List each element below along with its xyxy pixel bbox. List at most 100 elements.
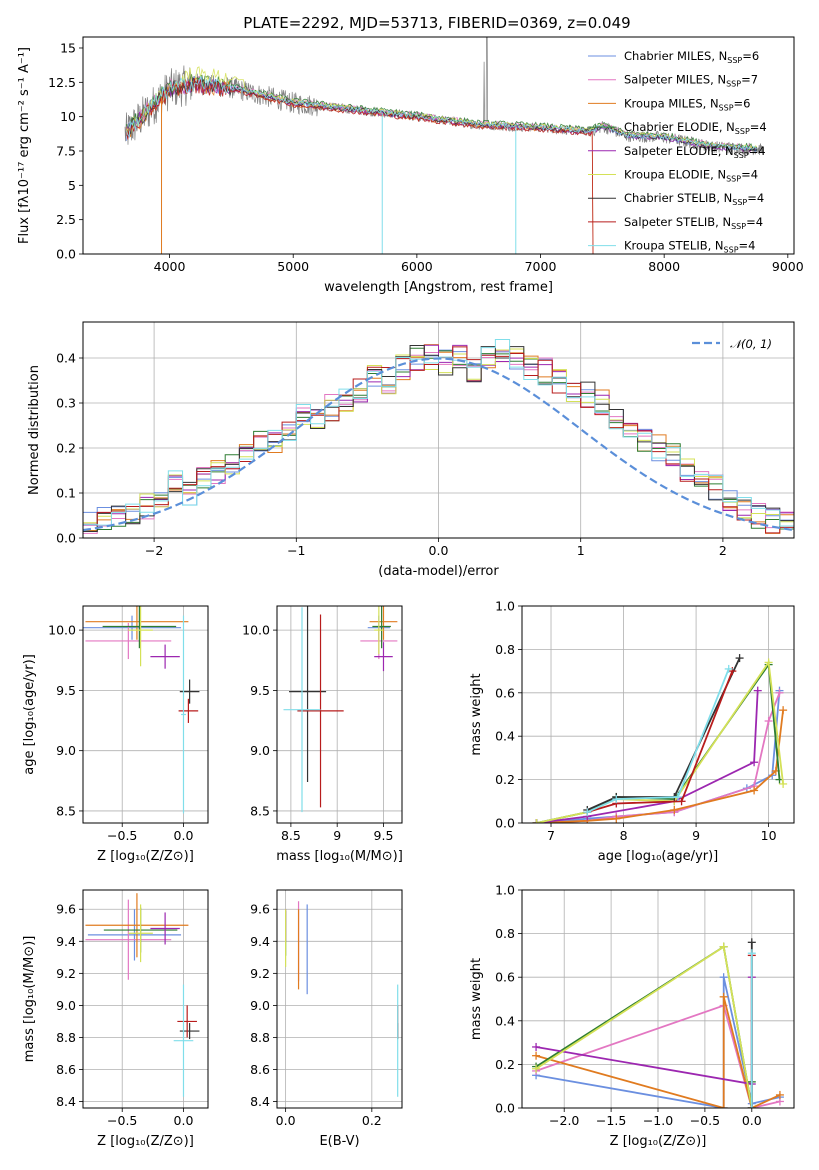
x-tick-label: 0.0 bbox=[429, 543, 449, 558]
errorbar-point bbox=[85, 899, 172, 980]
x-tick-label: −2 bbox=[145, 543, 163, 558]
x-tick-label: 8 bbox=[620, 828, 628, 843]
mass-vs-Z-marks bbox=[85, 893, 200, 1097]
y-tick-label: 0.1 bbox=[56, 486, 76, 501]
x-tick-label: −1 bbox=[287, 543, 305, 558]
legend-entry: Salpeter ELODIE, NSSP=4 bbox=[624, 144, 766, 160]
y-tick-label: 0.8 bbox=[495, 926, 515, 941]
errorbar-point bbox=[374, 642, 393, 672]
weight-marker bbox=[670, 805, 679, 814]
y-tick-label: 9.0 bbox=[56, 743, 76, 758]
legend-entry: Kroupa MILES, NSSP=6 bbox=[624, 96, 750, 112]
mass-vs-Z-panel: −0.5 0.0 8.4 8.6 8.8 9.0 9.2 9.4 9.6 Z [log₁₀(Z/Z… bbox=[22, 889, 209, 1149]
errorbar-point bbox=[369, 606, 398, 640]
y-tick-label: 9.0 bbox=[250, 743, 270, 758]
weight-marker bbox=[775, 688, 784, 697]
y-axis-label: mass weight bbox=[469, 958, 484, 1040]
weight-line bbox=[535, 945, 753, 1108]
y-tick-label: 5 bbox=[68, 178, 76, 193]
model-spectrum-line bbox=[125, 77, 594, 254]
x-tick-label: 7 bbox=[547, 828, 555, 843]
weight-marker bbox=[677, 797, 686, 806]
legend-entry: Chabrier STELIB, NSSP=4 bbox=[624, 191, 764, 207]
weight-line bbox=[535, 945, 753, 1108]
y-axis-label: Flux [fλ10⁻¹⁷ erg cm⁻² s⁻¹ A⁻¹] bbox=[17, 47, 32, 244]
errorbar-point bbox=[173, 984, 194, 1097]
y-axis-label: Normed distribution bbox=[27, 365, 42, 495]
weight-marker bbox=[719, 942, 728, 951]
y-tick-label: 0.2 bbox=[495, 772, 515, 787]
residuals-panel: −2 −1 0.0 1 2 0.0 0.1 0.2 0.3 0.4 (data-model)/err… bbox=[27, 321, 795, 579]
Ebv-panel: 0.0 0.2 8.4 8.6 8.8 9.0 9.2 9.4 9.6 E(B-V) bbox=[250, 889, 403, 1149]
y-tick-label: 0.8 bbox=[495, 642, 515, 657]
x-axis-label: (data-model)/error bbox=[378, 564, 499, 579]
weight-marker bbox=[612, 795, 621, 804]
y-tick-label: 12.5 bbox=[48, 75, 76, 90]
y-tick-label: 9.6 bbox=[56, 902, 76, 917]
weight-marker bbox=[724, 664, 733, 673]
y-tick-label: 0.2 bbox=[56, 441, 76, 456]
weight-marker bbox=[750, 758, 759, 767]
x-tick-label: −0.5 bbox=[107, 1113, 137, 1128]
x-axis-label: age [log₁₀(age/yr)] bbox=[598, 849, 719, 864]
model-spectrum-line bbox=[125, 74, 758, 149]
x-tick-label: 0.2 bbox=[362, 1113, 382, 1128]
axes-frame bbox=[276, 605, 403, 824]
histogram-step bbox=[83, 339, 794, 538]
weight-line bbox=[535, 1004, 781, 1108]
y-tick-label: 10.0 bbox=[242, 623, 270, 638]
model-spectrum-line bbox=[125, 77, 758, 153]
axes-frame bbox=[82, 605, 209, 824]
y-tick-label: 0.3 bbox=[56, 396, 76, 411]
legend-entry: Chabrier ELODIE, NSSP=4 bbox=[624, 120, 767, 136]
weight-line bbox=[536, 662, 781, 823]
y-tick-label: 8.8 bbox=[56, 1030, 76, 1045]
age-vs-Z-marks bbox=[83, 606, 200, 814]
x-tick-label: −1.5 bbox=[596, 1113, 626, 1128]
axes-frame bbox=[521, 889, 795, 1109]
figure-title: PLATE=2292, MJD=53713, FIBERID=0369, z=0… bbox=[243, 14, 630, 32]
errorbar-point bbox=[181, 615, 186, 814]
y-tick-label: 8.5 bbox=[250, 803, 270, 818]
weight-marker bbox=[747, 949, 756, 958]
errorbar-point bbox=[87, 909, 182, 961]
x-tick-label: 0.0 bbox=[174, 1113, 194, 1128]
y-tick-label: 8.6 bbox=[56, 1062, 76, 1077]
x-tick-label: 0.0 bbox=[742, 1113, 762, 1128]
y-tick-label: 0.0 bbox=[495, 816, 515, 831]
model-spectrum-line bbox=[125, 75, 758, 152]
x-axis-label: Z [log₁₀(Z/Z⊙)] bbox=[97, 1134, 194, 1149]
x-tick-label: 6000 bbox=[401, 259, 433, 274]
x-tick-label: 10 bbox=[761, 828, 777, 843]
weight-marker bbox=[719, 992, 728, 1001]
y-tick-label: 9.4 bbox=[56, 934, 76, 949]
normal-reference-curve bbox=[83, 357, 794, 532]
x-tick-label: 9 bbox=[692, 828, 700, 843]
y-tick-label: 8.4 bbox=[250, 1094, 270, 1109]
axes-frame bbox=[82, 889, 209, 1109]
x-tick-label: 9 bbox=[333, 828, 341, 843]
legend-entry: Kroupa STELIB, NSSP=4 bbox=[624, 239, 755, 255]
y-tick-label: 0.2 bbox=[495, 1057, 515, 1072]
x-tick-label: 5000 bbox=[277, 259, 309, 274]
errorbar-point bbox=[177, 1005, 197, 1038]
weight-marker bbox=[775, 1090, 784, 1099]
model-spectrum-line bbox=[125, 77, 758, 152]
y-tick-label: 2.5 bbox=[56, 212, 76, 227]
y-tick-label: 0.0 bbox=[495, 1101, 515, 1116]
y-tick-label: 0.4 bbox=[56, 351, 76, 366]
weight-marker bbox=[750, 786, 759, 795]
weight-marker bbox=[583, 808, 592, 817]
age-vs-Z-panel: −0.5 0.0 8.5 9.0 9.5 10.0 Z [log₁₀(Z/Z⊙)] age [… bbox=[22, 605, 209, 864]
weight-marker bbox=[532, 819, 541, 823]
y-tick-label: 9.2 bbox=[56, 966, 76, 981]
weight-marker bbox=[735, 654, 744, 663]
x-tick-label: 9000 bbox=[772, 259, 804, 274]
age-vs-mass-marks bbox=[283, 606, 398, 813]
age-vs-mass-panel: 8.5 9 9.5 8.5 9.0 9.5 10.0 mass [log₁₀(M/M⊙)] bbox=[242, 605, 403, 864]
y-tick-label: 1.0 bbox=[495, 599, 515, 614]
x-tick-label: 4000 bbox=[154, 259, 186, 274]
y-tick-label: 8.8 bbox=[250, 1030, 270, 1045]
errorbar-point bbox=[83, 615, 182, 640]
weight-line bbox=[535, 977, 753, 1086]
